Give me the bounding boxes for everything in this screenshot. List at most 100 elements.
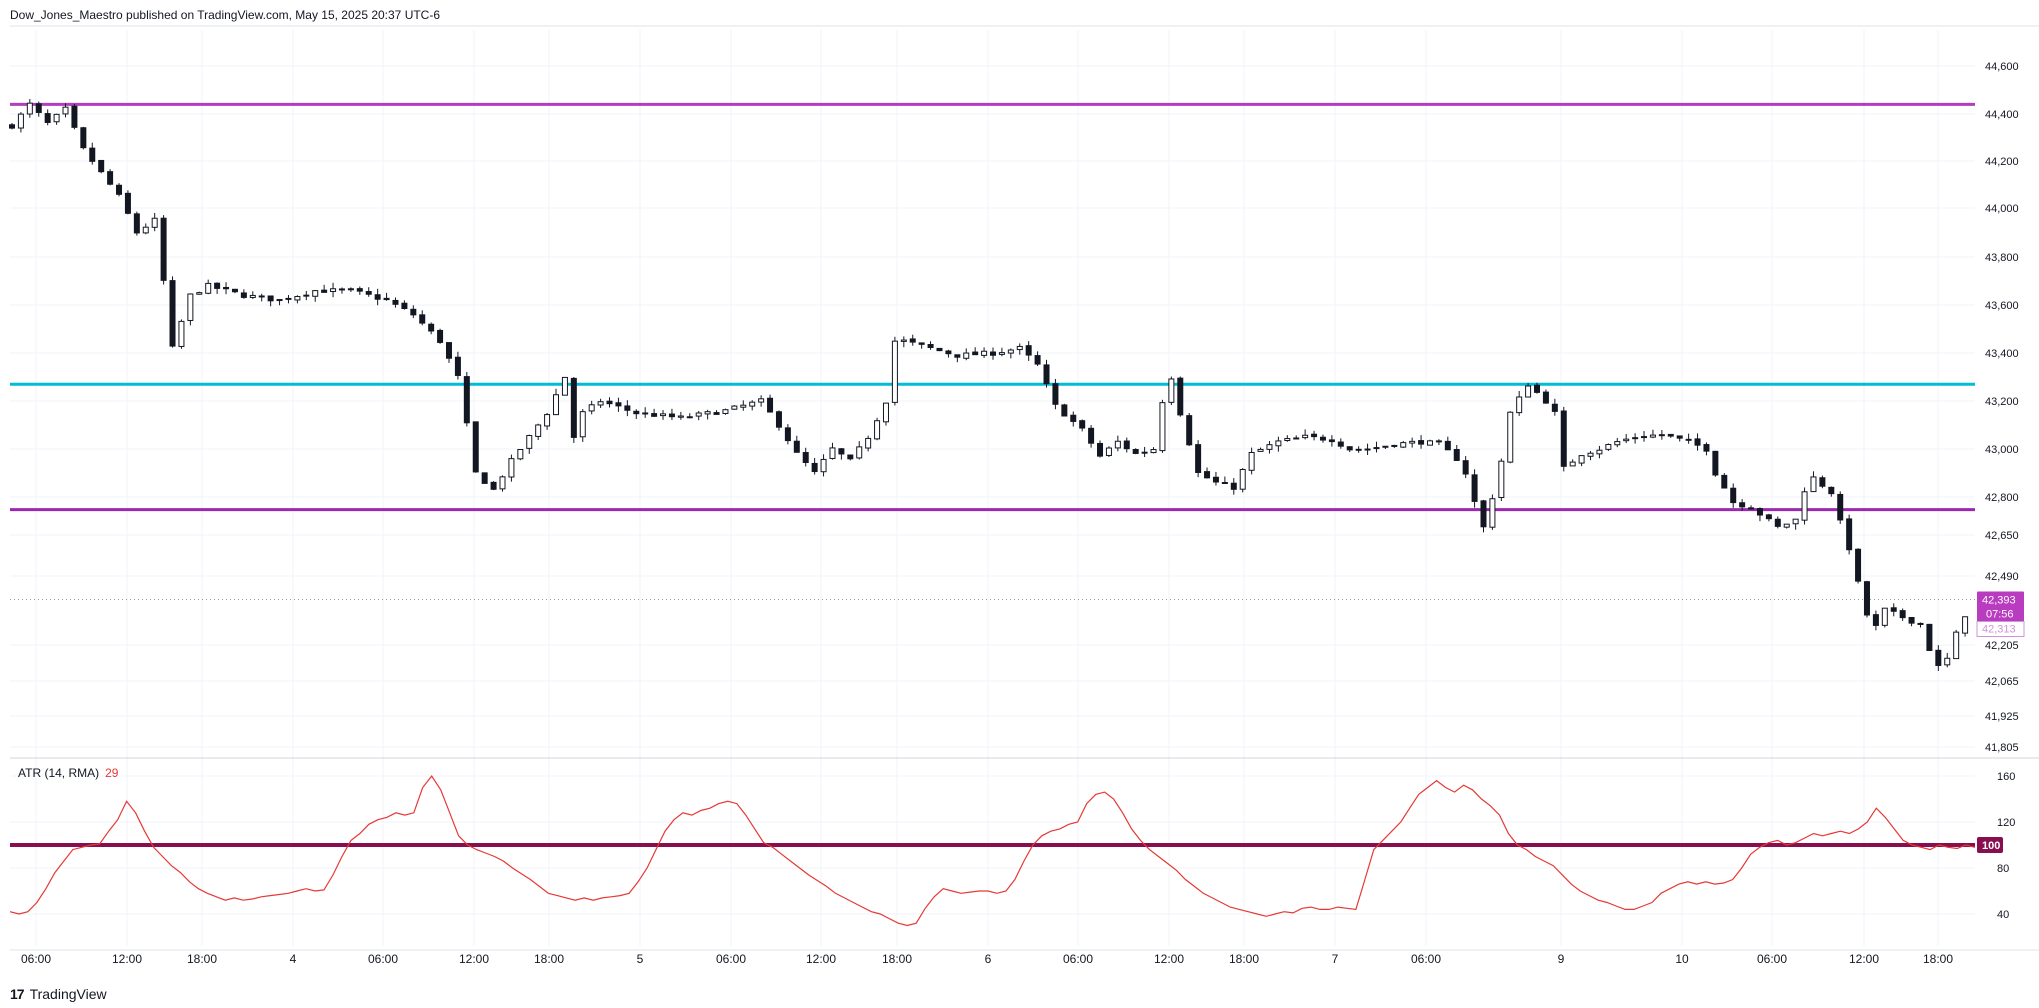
indicator-legend[interactable]: ATR (14, RMA) 29 (18, 766, 118, 780)
publisher-header: Dow_Jones_Maestro published on TradingVi… (10, 8, 441, 22)
price-badges: 42,393 07:56 42,313 (1976, 591, 2025, 637)
candle-body (294, 296, 301, 301)
candle-body (811, 462, 818, 473)
price-tick-label: 43,600 (1985, 300, 2019, 312)
time-tick-label: 5 (637, 952, 644, 966)
candle-body (1043, 364, 1050, 385)
candle-body (606, 400, 613, 405)
candle-body (490, 481, 497, 490)
indicator-name: ATR (14, RMA) (18, 766, 100, 780)
candle-body (1239, 469, 1246, 490)
candle-body (749, 401, 756, 407)
candle-body (1694, 438, 1701, 446)
candle-body (9, 124, 15, 129)
candle-body (1426, 440, 1433, 446)
horizontal-levels (10, 102, 1975, 600)
price-tick-label: 44,000 (1985, 203, 2019, 215)
time-tick-label: 12:00 (1154, 952, 1184, 966)
time-tick-label: 12:00 (1849, 952, 1879, 966)
candle-body (660, 413, 667, 417)
candle-body (1400, 442, 1407, 448)
time-axis: 06:00 12:00 18:00 4 06:00 12:00 18:00 5 06:00 12:… (21, 952, 1953, 966)
candle-body (1248, 451, 1255, 471)
price-tick-label: 43,400 (1985, 348, 2019, 360)
price-tick-label: 43,000 (1985, 444, 2019, 456)
candle-body (865, 437, 872, 449)
candle-body (44, 113, 51, 123)
candle-body (1596, 449, 1603, 455)
candle-body (704, 411, 711, 415)
time-tick-label: 6 (985, 952, 992, 966)
candle-body (677, 415, 684, 418)
candle-body (17, 113, 24, 129)
candle-body (544, 414, 551, 427)
time-tick-label: 18:00 (1229, 952, 1259, 966)
price-axis: 44,600 44,400 44,200 44,000 43,800 43,600 43,4… (1985, 61, 2019, 921)
time-tick-label: 4 (290, 952, 297, 966)
candle-body (1890, 607, 1897, 612)
candle-body (1614, 441, 1621, 446)
candle-body (553, 394, 560, 416)
candle-body (1560, 410, 1567, 467)
candle-body (561, 376, 568, 396)
candle-body (1658, 434, 1665, 437)
candle-body (1435, 440, 1442, 443)
price-tick-label: 44,200 (1985, 156, 2019, 168)
time-tick-label: 9 (1558, 952, 1565, 966)
candle-body (1328, 439, 1335, 443)
candle-body (1070, 414, 1077, 422)
candle-body (276, 299, 283, 302)
candle-body (1257, 448, 1264, 452)
candle-body (1221, 482, 1228, 485)
candle-body (1453, 449, 1460, 461)
candle-body (615, 402, 622, 407)
candle-body (1337, 441, 1344, 447)
candle-body (1034, 355, 1041, 365)
time-tick-label: 12:00 (112, 952, 142, 966)
candle-body (1685, 438, 1692, 441)
candle-body (1926, 623, 1933, 651)
candle-body (508, 458, 515, 478)
candle-body (312, 290, 319, 297)
atr-tick-label: 40 (1997, 909, 2009, 921)
candle-body (686, 416, 693, 419)
candle-body (802, 452, 809, 463)
candle-body (1132, 448, 1139, 454)
candle-body (722, 409, 729, 414)
candle-body (1649, 434, 1656, 438)
candle-body (98, 159, 105, 173)
candle-body (1302, 434, 1309, 439)
grid (10, 25, 2039, 951)
candle-body (740, 404, 747, 408)
tradingview-logo-icon: 17 (10, 986, 25, 1002)
candle-body (1846, 518, 1853, 551)
candle-body (80, 127, 87, 149)
candle-body (535, 424, 542, 437)
candle-body (633, 410, 640, 415)
time-tick-label: 06:00 (21, 952, 51, 966)
candle-body (963, 352, 970, 359)
candle-body (196, 292, 203, 295)
candle-body (1266, 444, 1273, 450)
indicator-value: 29 (105, 766, 119, 780)
candle-body (793, 440, 800, 453)
candle-body (1899, 610, 1906, 619)
candle-body (1284, 438, 1291, 441)
candle-body (1944, 657, 1951, 666)
candle-body (392, 299, 399, 305)
candle-body (1391, 444, 1398, 447)
candle-body (1489, 498, 1496, 528)
candlestick-series (9, 99, 1969, 671)
candle-body (1935, 649, 1942, 666)
candle-body (71, 105, 78, 128)
candle-body (1908, 616, 1915, 624)
candle-body (1721, 474, 1728, 489)
candle-body (1061, 404, 1068, 417)
candle-body (1471, 474, 1478, 502)
candle-body (713, 412, 720, 415)
tradingview-brand[interactable]: 17 TradingView (10, 986, 107, 1002)
candle-body (731, 405, 738, 410)
candle-body (454, 356, 461, 376)
candle-body (838, 448, 845, 455)
